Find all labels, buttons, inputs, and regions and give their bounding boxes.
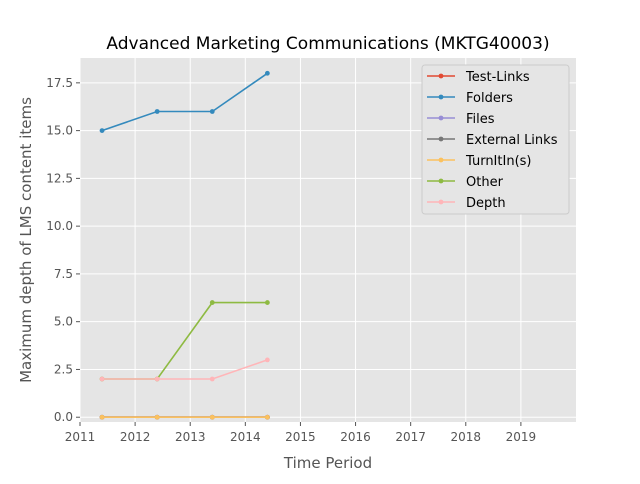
axis-ticks: 2011 2012 2013 2014 2015 2016 2017 2018 2019 0.0 2… <box>46 76 536 444</box>
data-point-depth <box>99 376 105 382</box>
y-tick-label: 0.0 <box>54 410 73 424</box>
data-point-folders <box>154 109 160 114</box>
x-tick-label: 2016 <box>340 430 371 444</box>
chart-title: Advanced Marketing Communications (MKTG4… <box>106 34 549 54</box>
data-point-other <box>209 300 215 305</box>
legend-label-folders: Folders <box>466 91 513 106</box>
legend-label-external-links: External Links <box>466 133 558 148</box>
legend-marker-files <box>438 115 444 121</box>
data-point-depth <box>154 376 160 382</box>
x-tick-label: 2014 <box>230 430 261 444</box>
data-point-depth <box>264 357 270 363</box>
legend-label-test-links: Test-Links <box>465 70 530 85</box>
data-point-depth <box>209 376 215 382</box>
x-tick-label: 2013 <box>175 430 206 444</box>
data-point-folders <box>264 70 270 76</box>
data-point-turnitin-s <box>99 414 105 420</box>
x-axis-label: Time Period <box>283 454 372 472</box>
series-line-folders <box>101 72 268 132</box>
x-tick-label: 2017 <box>395 430 426 444</box>
legend-marker-depth <box>438 199 444 205</box>
y-tick-label: 12.5 <box>46 171 73 185</box>
x-tick-label: 2015 <box>285 430 316 444</box>
x-tick-label: 2012 <box>120 430 151 444</box>
data-point-other <box>264 300 270 305</box>
data-point-turnitin-s <box>154 414 160 420</box>
legend-label-other: Other <box>466 175 504 190</box>
legend: Test-Links Folders Files External Links Turn… <box>421 64 570 215</box>
legend-marker-external-links <box>438 136 444 142</box>
y-tick-label: 5.0 <box>54 315 73 329</box>
legend-marker-other <box>438 178 444 184</box>
data-point-folders <box>209 109 215 114</box>
legend-label-turnitin-s: TurnItIn(s) <box>465 154 531 169</box>
data-point-folders <box>99 128 105 134</box>
x-tick-label: 2019 <box>506 430 537 444</box>
x-tick-label: 2011 <box>65 430 96 444</box>
y-tick-label: 7.5 <box>54 267 73 281</box>
y-axis-label: Maximum depth of LMS content items <box>17 97 35 383</box>
data-point-turnitin-s <box>209 414 215 420</box>
legend-marker-folders <box>438 94 444 100</box>
series-line-depth <box>102 359 268 380</box>
legend-label-depth: Depth <box>466 196 506 211</box>
series-lines <box>99 70 270 420</box>
legend-marker-turnitin-s <box>438 157 444 163</box>
data-point-turnitin-s <box>264 414 270 420</box>
y-tick-label: 10.0 <box>46 219 73 233</box>
y-tick-label: 15.0 <box>46 124 73 138</box>
x-tick-label: 2018 <box>451 430 482 444</box>
legend-label-files: Files <box>466 112 495 127</box>
y-tick-label: 2.5 <box>54 362 73 376</box>
legend-box <box>421 64 570 215</box>
y-tick-label: 17.5 <box>46 76 73 90</box>
legend-marker-test-links <box>438 73 444 79</box>
